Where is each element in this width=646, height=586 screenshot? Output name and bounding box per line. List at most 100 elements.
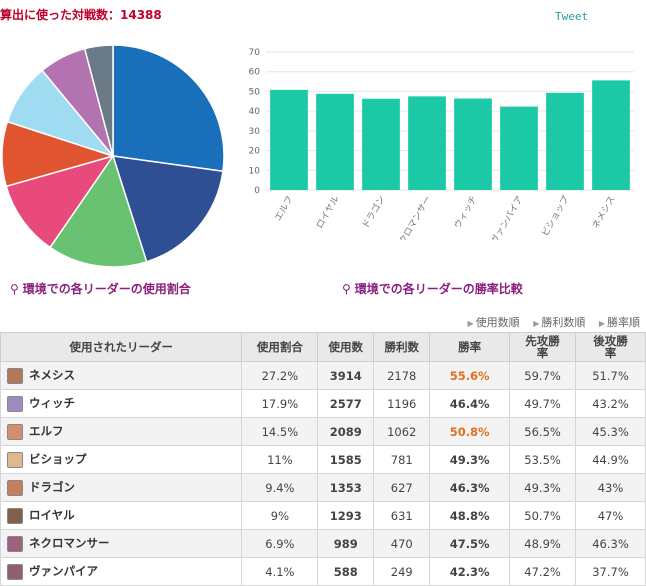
leader-cell: ドラゴン xyxy=(0,473,243,502)
bar xyxy=(454,98,492,190)
triangle-right-icon: ▶ xyxy=(598,319,605,328)
col-first-rate-line2: 率 xyxy=(536,346,549,360)
wins-cell: 631 xyxy=(373,501,431,530)
y-tick-label: 10 xyxy=(249,166,261,176)
sort-by-rate-label: 勝率順 xyxy=(607,316,640,329)
share-cell: 9.4% xyxy=(241,473,319,502)
bar xyxy=(592,80,630,190)
bar xyxy=(408,96,446,190)
second-rate-cell: 46.3% xyxy=(575,529,646,558)
share-cell: 6.9% xyxy=(241,529,319,558)
bar xyxy=(362,98,400,190)
wins-cell: 627 xyxy=(373,473,431,502)
leader-name: ネメシス xyxy=(29,368,75,383)
leader-cell: エルフ xyxy=(0,417,243,446)
leader-avatar-icon xyxy=(7,563,23,580)
first-rate-cell: 56.5% xyxy=(509,417,577,446)
leader-avatar-icon xyxy=(7,367,23,384)
x-tick-label: ネメシス xyxy=(590,194,618,231)
col-leader: 使用されたリーダー xyxy=(0,332,243,362)
sort-by-rate-link[interactable]: ▶ 勝率順 xyxy=(599,316,640,329)
wins-cell: 1062 xyxy=(373,417,431,446)
second-rate-cell: 44.9% xyxy=(575,445,646,474)
leader-avatar-icon xyxy=(7,423,23,440)
triangle-right-icon: ▶ xyxy=(533,319,540,328)
rate-cell: 47.5% xyxy=(429,529,511,558)
second-rate-cell: 43.2% xyxy=(575,389,646,418)
table-row: ネメシス 27.2% 3914 2178 55.6% 59.7% 51.7% xyxy=(0,361,646,390)
pie-slice xyxy=(112,44,225,173)
rate-cell: 42.3% xyxy=(429,557,511,586)
leader-cell: ビショップ xyxy=(0,445,243,474)
count-cell: 1293 xyxy=(317,501,375,530)
rate-cell: 46.4% xyxy=(429,389,511,418)
count-cell: 1353 xyxy=(317,473,375,502)
leader-cell: ネクロマンサー xyxy=(0,529,243,558)
leader-stats-table: 使用されたリーダー 使用割合 使用数 勝利数 勝率 先攻勝率 後攻勝率 ネメシス… xyxy=(0,332,646,586)
y-tick-label: 60 xyxy=(249,68,261,78)
x-tick-label: エルフ xyxy=(273,195,295,223)
col-wins: 勝利数 xyxy=(373,332,431,362)
col-second-rate: 後攻勝率 xyxy=(575,332,646,362)
bar xyxy=(500,106,538,190)
leader-cell: ウィッチ xyxy=(0,389,243,418)
y-tick-label: 70 xyxy=(249,48,261,58)
leader-name: エルフ xyxy=(29,424,64,439)
leader-cell: ネメシス xyxy=(0,361,243,390)
map-pin-icon: ⚲ xyxy=(342,282,351,296)
col-share: 使用割合 xyxy=(241,332,319,362)
share-cell: 17.9% xyxy=(241,389,319,418)
y-tick-label: 0 xyxy=(254,186,260,196)
leader-name: ビショップ xyxy=(29,452,87,467)
bar-caption-text: 環境での各リーダーの勝率比較 xyxy=(354,282,523,296)
table-row: ヴァンパイア 4.1% 588 249 42.3% 47.2% 37.7% xyxy=(0,557,646,586)
count-cell: 2577 xyxy=(317,389,375,418)
first-rate-cell: 50.7% xyxy=(509,501,577,530)
y-tick-label: 20 xyxy=(249,147,261,157)
leader-cell: ロイヤル xyxy=(0,501,243,530)
count-cell: 1585 xyxy=(317,445,375,474)
first-rate-cell: 59.7% xyxy=(509,361,577,390)
sort-by-wins-label: 勝利数順 xyxy=(541,316,586,329)
col-first-rate-line1: 先攻勝 xyxy=(525,334,560,348)
col-first-rate: 先攻勝率 xyxy=(509,332,577,362)
share-cell: 11% xyxy=(241,445,319,474)
winrate-bar-chart: 0 10 20 30 40 50 60 70 エルフ ロイヤル ドラゴン ネクロマンサー ウィッチ ヴァン… xyxy=(249,48,634,241)
sort-by-wins-link[interactable]: ▶ 勝利数順 xyxy=(533,316,585,329)
triangle-right-icon: ▶ xyxy=(467,319,474,328)
second-rate-cell: 47% xyxy=(575,501,646,530)
table-row: エルフ 14.5% 2089 1062 50.8% 56.5% 45.3% xyxy=(0,417,646,446)
pie-slice xyxy=(83,44,114,157)
count-cell: 3914 xyxy=(317,361,375,390)
table-row: ウィッチ 17.9% 2577 1196 46.4% 49.7% 43.2% xyxy=(0,389,646,418)
leader-name: ドラゴン xyxy=(29,480,75,495)
first-rate-cell: 49.3% xyxy=(509,473,577,502)
bar-caption: ⚲ 環境での各リーダーの勝率比較 xyxy=(342,280,523,297)
sort-by-usage-link[interactable]: ▶ 使用数順 xyxy=(468,316,520,329)
leader-name: ウィッチ xyxy=(29,396,75,411)
table-row: ビショップ 11% 1585 781 49.3% 53.5% 44.9% xyxy=(0,445,646,474)
x-tick-label: ネクロマンサー xyxy=(393,194,434,240)
col-count: 使用数 xyxy=(317,332,375,362)
leader-avatar-icon xyxy=(7,451,23,468)
count-cell: 588 xyxy=(317,557,375,586)
col-second-rate-line2: 率 xyxy=(604,346,617,360)
y-tick-label: 50 xyxy=(249,87,261,97)
y-tick-label: 30 xyxy=(249,127,261,137)
leader-cell: ヴァンパイア xyxy=(0,557,243,586)
leader-avatar-icon xyxy=(7,395,23,412)
tweet-button[interactable]: Tweet xyxy=(555,10,589,23)
rate-cell: 48.8% xyxy=(429,501,511,530)
map-pin-icon: ⚲ xyxy=(10,282,19,296)
rate-cell: 49.3% xyxy=(429,445,511,474)
rate-cell: 55.6% xyxy=(429,361,511,390)
col-second-rate-line1: 後攻勝 xyxy=(593,334,628,348)
wins-cell: 1196 xyxy=(373,389,431,418)
battle-count-title: 算出に使った対戦数：14388 xyxy=(0,8,162,22)
pie-caption: ⚲ 環境での各リーダーの使用割合 xyxy=(10,280,191,297)
x-tick-label: ヴァンパイア xyxy=(488,194,525,241)
second-rate-cell: 51.7% xyxy=(575,361,646,390)
second-rate-cell: 37.7% xyxy=(575,557,646,586)
share-cell: 4.1% xyxy=(241,557,319,586)
pie-slice xyxy=(111,155,224,263)
